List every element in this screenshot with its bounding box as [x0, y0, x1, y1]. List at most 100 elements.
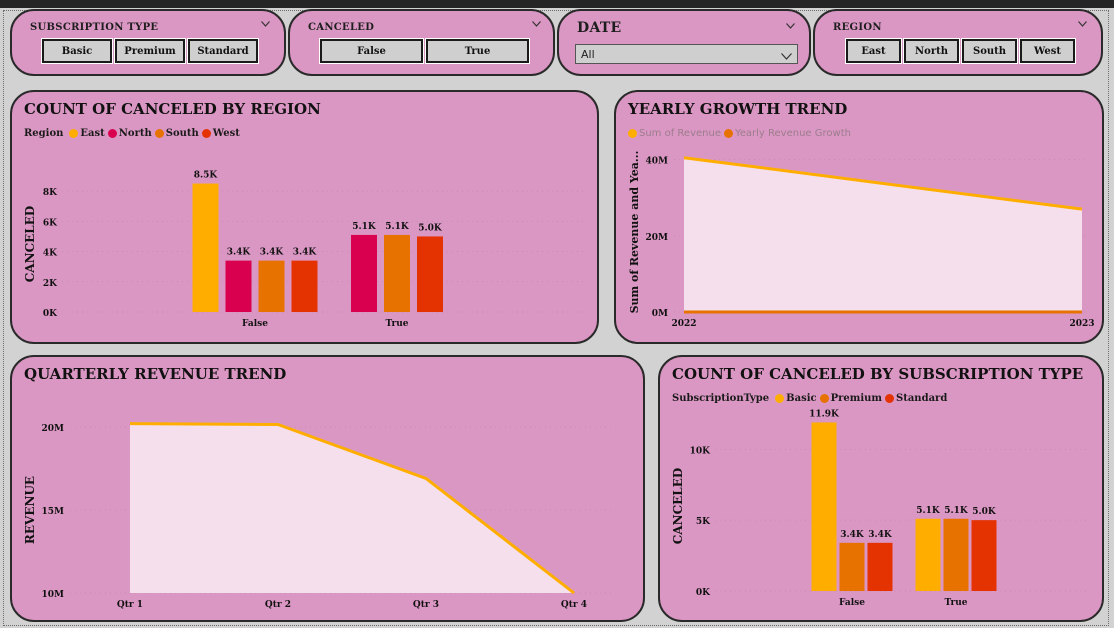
legend-label: Yearly Revenue Growth	[734, 128, 851, 139]
data-label: 8.5K	[194, 171, 219, 181]
legend-label: Sum of Revenue	[639, 128, 721, 139]
legend-swatch	[69, 129, 79, 138]
data-label: 3.4K	[227, 248, 252, 258]
chevron-down-icon[interactable]	[261, 21, 270, 29]
quarterly-revenue-card: QUARTERLY REVENUE TREND 10M 15M 20M REVENUE…	[10, 355, 645, 622]
x-tick-label: 2023	[1069, 319, 1094, 329]
data-label: 5.1K	[385, 222, 410, 232]
y-tick-label: 0K	[696, 588, 711, 598]
slicer-canceled: CANCELED False True	[288, 9, 555, 76]
y-axis-label: CANCELED	[671, 468, 685, 545]
data-label: 5.0K	[972, 507, 997, 517]
data-label: 5.0K	[418, 223, 443, 233]
legend-item-west[interactable]: West	[201, 128, 240, 139]
bar-premium-false	[839, 542, 865, 591]
legend-swatch	[819, 394, 829, 403]
date-dropdown-value: All	[581, 47, 595, 61]
legend-label: South	[165, 128, 199, 139]
bar-north-false	[225, 260, 252, 312]
bar-basic-false	[811, 422, 837, 591]
legend-item-yearly-revenue-growth[interactable]: Yearly Revenue Growth	[723, 128, 851, 139]
slicer-option-west[interactable]: West	[1019, 38, 1076, 64]
date-dropdown[interactable]: All	[575, 44, 798, 64]
canceled-by-subscription-card: COUNT OF CANCELED BY SUBSCRIPTION TYPE S…	[658, 355, 1104, 622]
area-sum-of-revenue	[684, 157, 1082, 312]
legend-label: Standard	[895, 393, 948, 404]
canceled-by-region-chart: 0K 2K 4K 6K 8K CANCELED 8.5K 3.4K 3.4K 3.4K False 5…	[23, 171, 587, 329]
legend-label: Premium	[830, 393, 882, 404]
line-sum-of-revenue	[683, 156, 1083, 211]
legend-swatch	[107, 129, 117, 138]
slicer-region: REGION East North South West	[813, 9, 1103, 76]
chevron-down-icon[interactable]	[532, 21, 541, 29]
x-tick-label: False	[242, 319, 268, 329]
chart-legend: Sum of Revenue Yearly Revenue Growth	[628, 128, 854, 139]
y-tick-label: 4K	[43, 249, 58, 259]
legend-item-sum-of-revenue[interactable]: Sum of Revenue	[628, 128, 721, 139]
y-tick-label: 20M	[42, 424, 65, 434]
slicer-title: CANCELED	[308, 22, 375, 33]
legend-swatch	[884, 394, 894, 403]
canvas-frame	[3, 10, 1109, 626]
chart-legend: Region East North South West	[24, 128, 243, 139]
slicer-option-east[interactable]: East	[845, 38, 902, 64]
bar-standard-true	[971, 520, 997, 591]
legend-swatch	[628, 129, 637, 138]
y-tick-label: 8K	[43, 188, 58, 198]
chart-title: YEARLY GROWTH TREND	[628, 100, 848, 118]
legend-item-standard[interactable]: Standard	[884, 393, 948, 404]
yearly-growth-card: YEARLY GROWTH TREND Sum of Revenue Yearl…	[614, 90, 1104, 344]
slicer-title: SUBSCRIPTION TYPE	[30, 22, 159, 33]
bar-west-false	[291, 260, 318, 312]
data-label: 3.4K	[868, 530, 893, 540]
canceled-by-region-card: COUNT OF CANCELED BY REGION Region East …	[10, 90, 599, 344]
slicer-title: DATE	[577, 20, 622, 36]
y-axis-label: REVENUE	[23, 476, 37, 544]
y-tick-label: 10K	[690, 446, 712, 456]
x-tick-label: Qtr 2	[265, 600, 291, 610]
slicer-option-north[interactable]: North	[903, 38, 960, 64]
quarterly-revenue-chart: 10M 15M 20M REVENUE Qtr 1 Qtr 2 Qtr 3 Qtr 4	[23, 422, 612, 610]
chevron-down-icon[interactable]	[786, 23, 795, 31]
x-tick-label: Qtr 3	[413, 600, 439, 610]
x-tick-label: Qtr 4	[561, 600, 587, 610]
y-tick-label: 2K	[43, 279, 58, 289]
canceled-by-subscription-chart: 0K 5K 10K CANCELED 11.9K 3.4K 3.4K False 5.1K 5.1…	[671, 409, 1090, 608]
data-label: 5.1K	[916, 506, 941, 516]
slicer-title: REGION	[833, 22, 882, 33]
line-revenue	[129, 422, 575, 595]
legend-item-south[interactable]: South	[154, 128, 199, 139]
data-label: 5.1K	[352, 222, 377, 232]
slicer-option-basic[interactable]: Basic	[41, 38, 113, 64]
legend-item-premium[interactable]: Premium	[819, 393, 882, 404]
bar-basic-true	[915, 518, 941, 591]
bar-north-true	[351, 234, 377, 312]
slicer-option-false[interactable]: False	[319, 38, 424, 64]
slicer-option-premium[interactable]: Premium	[114, 38, 186, 64]
yearly-growth-chart: 0M 20M 40M Sum of Revenue and Yea... 2022 202…	[628, 151, 1095, 329]
slicer-subscription-type: SUBSCRIPTION TYPE Basic Premium Standard	[10, 9, 286, 76]
slicer-option-south[interactable]: South	[961, 38, 1018, 64]
legend-item-north[interactable]: North	[107, 128, 152, 139]
legend-item-basic[interactable]: Basic	[775, 393, 817, 404]
legend-item-east[interactable]: East	[69, 128, 105, 139]
legend-title: SubscriptionType	[672, 393, 770, 404]
x-tick-label: True	[385, 319, 408, 329]
chevron-down-icon[interactable]	[1078, 21, 1087, 29]
slicer-option-true[interactable]: True	[425, 38, 530, 64]
chart-title: COUNT OF CANCELED BY SUBSCRIPTION TYPE	[672, 365, 1084, 383]
bar-standard-false	[867, 542, 893, 591]
chevron-down-icon	[781, 50, 792, 63]
y-tick-label: 0M	[652, 309, 668, 319]
y-tick-label: 15M	[42, 507, 65, 517]
slicer-option-standard[interactable]: Standard	[187, 38, 259, 64]
legend-label: East	[80, 128, 105, 139]
area-revenue	[130, 423, 574, 593]
legend-label: North	[118, 128, 152, 139]
chart-legend: SubscriptionType Basic Premium Standard	[672, 393, 950, 404]
chart-title: COUNT OF CANCELED BY REGION	[24, 100, 321, 118]
slicer-date: DATE All	[557, 9, 811, 76]
y-tick-label: 0K	[43, 309, 58, 319]
data-label: 5.1K	[944, 506, 969, 516]
y-axis-label: Sum of Revenue and Yea...	[628, 151, 641, 314]
